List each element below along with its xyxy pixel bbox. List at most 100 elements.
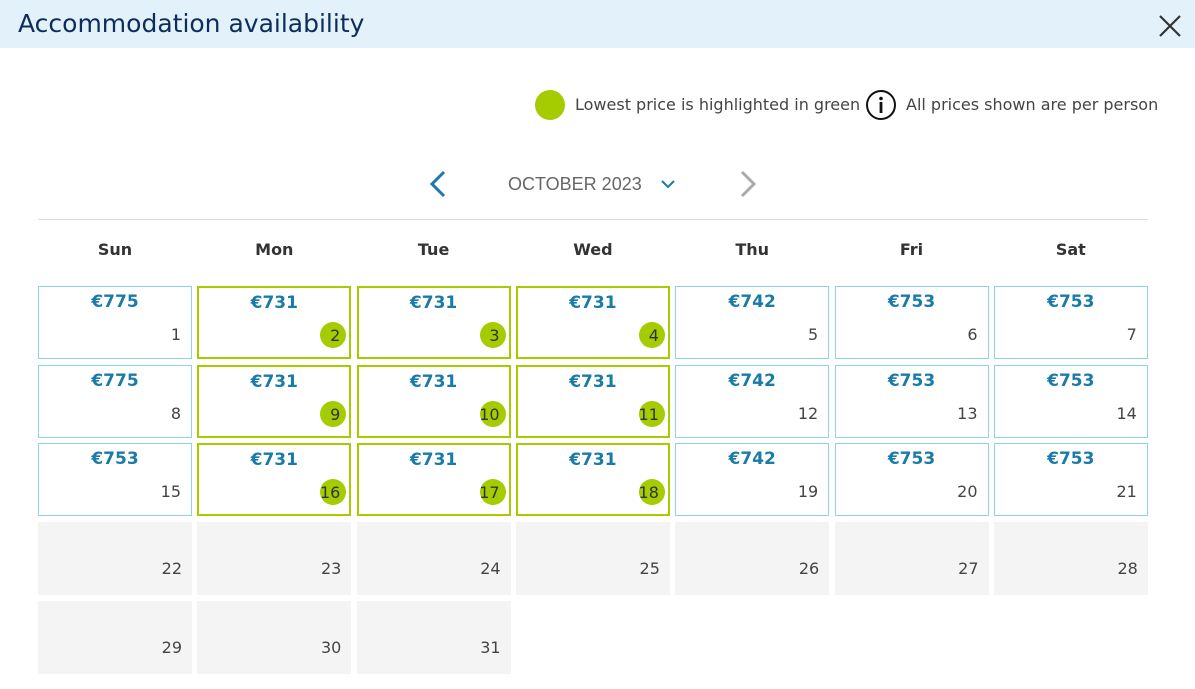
weekday-header: Sat — [1055, 240, 1086, 259]
day-number: 28 — [1117, 559, 1138, 579]
lowest-price-dot — [638, 479, 665, 506]
price: €753 — [1047, 370, 1095, 391]
price: €753 — [1047, 449, 1095, 470]
day-number: 24 — [480, 559, 501, 579]
day-cell: 30 — [197, 600, 352, 674]
price: €731 — [569, 450, 617, 471]
day-number: 26 — [798, 559, 820, 579]
weekday-header: Wed — [573, 240, 613, 259]
day-cell[interactable]: €742 5 — [675, 286, 830, 359]
day-cell[interactable]: €731 18 — [515, 443, 670, 517]
day-number: 31 — [480, 637, 501, 657]
day-number: 10 — [479, 404, 500, 424]
day-cell: 26 — [675, 522, 830, 596]
day-cell[interactable]: €731 3 — [356, 286, 511, 359]
month-dropdown[interactable] — [660, 178, 676, 190]
price: €753 — [1047, 292, 1095, 312]
next-month[interactable] — [736, 170, 760, 198]
day-number: 17 — [479, 483, 500, 503]
day-number: 14 — [1116, 403, 1137, 423]
weekday-header: Tue — [417, 240, 450, 259]
legend-text: All prices shown are per person — [906, 95, 1159, 114]
day-cell[interactable]: €753 7 — [993, 286, 1148, 359]
day-cell: 25 — [515, 522, 670, 596]
day-cell: 23 — [197, 522, 352, 596]
day-cell[interactable]: €731 10 — [356, 364, 511, 438]
day-cell[interactable]: €731 9 — [197, 364, 352, 438]
day-cell: 29 — [38, 600, 192, 674]
day-number: 30 — [320, 637, 342, 657]
price: €731 — [569, 371, 617, 392]
lowest-price-dot — [320, 479, 347, 506]
day-number: 3 — [489, 326, 500, 345]
day-cell[interactable]: €742 12 — [675, 364, 830, 438]
day-number: 12 — [797, 403, 819, 423]
day-number: 25 — [639, 559, 660, 579]
day-number: 6 — [967, 325, 978, 344]
info-icon — [866, 90, 896, 120]
day-cell[interactable]: €731 2 — [197, 286, 352, 359]
day-cell[interactable]: €742 19 — [675, 443, 830, 517]
day-number: 23 — [320, 559, 342, 579]
day-number: 21 — [1116, 482, 1137, 502]
lowest-price-dot — [479, 400, 506, 427]
day-number: 27 — [958, 559, 979, 579]
day-cell[interactable]: €753 15 — [38, 443, 192, 517]
day-number: 29 — [161, 637, 182, 657]
day-cell: 28 — [993, 522, 1148, 596]
prev-month[interactable] — [426, 170, 450, 198]
price: €731 — [409, 450, 458, 471]
day-cell[interactable]: €775 8 — [38, 364, 192, 438]
price: €753 — [887, 449, 936, 470]
price: €742 — [728, 370, 776, 391]
day-cell[interactable]: €775 1 — [38, 286, 192, 359]
lowest-price-dot — [320, 322, 347, 348]
day-number: 15 — [160, 482, 181, 502]
day-number: 8 — [170, 403, 181, 423]
day-number: 16 — [319, 483, 341, 503]
price: €731 — [250, 293, 298, 313]
weekday-header: Sun — [97, 240, 133, 259]
lowest-price-dot — [320, 400, 347, 427]
price: €731 — [250, 371, 298, 392]
price: €731 — [250, 450, 298, 471]
price: €742 — [728, 449, 776, 470]
day-number: 4 — [648, 326, 659, 345]
day-cell[interactable]: €731 11 — [515, 364, 670, 438]
day-number: 1 — [170, 325, 181, 344]
day-cell: 24 — [356, 522, 511, 596]
day-cell[interactable]: €731 4 — [515, 286, 670, 359]
day-cell[interactable]: €731 16 — [197, 443, 352, 517]
green-dot-icon — [535, 90, 565, 120]
day-number: 20 — [957, 482, 978, 502]
lowest-price-dot — [638, 322, 665, 348]
price: €742 — [728, 292, 776, 312]
day-number: 19 — [797, 482, 819, 502]
price: €731 — [569, 293, 617, 313]
day-cell[interactable]: €753 6 — [834, 286, 989, 359]
day-number: 9 — [330, 404, 341, 424]
day-number: 7 — [1126, 325, 1137, 344]
day-number: 18 — [638, 483, 659, 503]
lowest-price-dot — [638, 400, 665, 427]
close-button[interactable] — [1158, 14, 1182, 38]
day-cell: 31 — [356, 600, 511, 674]
price: €753 — [887, 292, 936, 312]
day-cell: 22 — [38, 522, 192, 596]
price: €753 — [887, 370, 936, 391]
price: €753 — [91, 449, 139, 470]
weekday-header: Mon — [255, 240, 294, 259]
day-cell[interactable]: €753 21 — [993, 443, 1148, 517]
price: €775 — [91, 292, 139, 312]
price: €775 — [91, 370, 139, 391]
day-cell[interactable]: €753 13 — [834, 364, 989, 438]
price: €731 — [409, 293, 458, 313]
divider — [38, 219, 1148, 220]
price: €731 — [409, 371, 458, 392]
lowest-price-dot — [479, 479, 506, 506]
day-cell[interactable]: €731 17 — [356, 443, 511, 517]
month-label[interactable]: OCTOBER 2023 — [508, 174, 642, 194]
day-cell[interactable]: €753 14 — [993, 364, 1148, 438]
day-cell[interactable]: €753 20 — [834, 443, 989, 517]
